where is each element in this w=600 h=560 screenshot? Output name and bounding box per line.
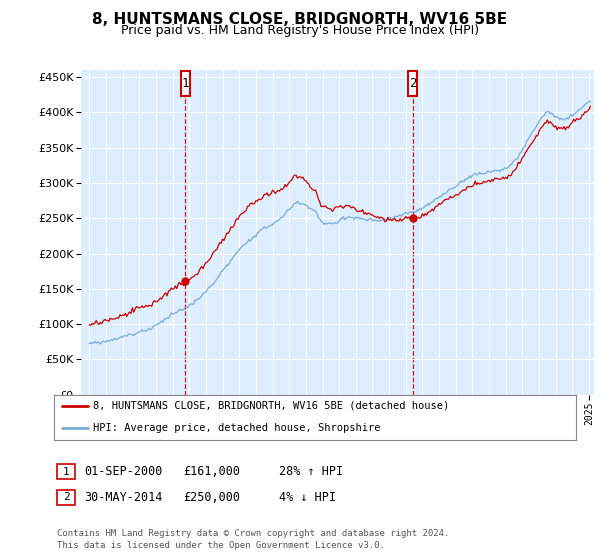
FancyBboxPatch shape <box>408 72 418 96</box>
FancyBboxPatch shape <box>181 72 190 96</box>
Text: 1: 1 <box>181 77 189 90</box>
Text: 4% ↓ HPI: 4% ↓ HPI <box>279 491 336 504</box>
Text: 30-MAY-2014: 30-MAY-2014 <box>84 491 163 504</box>
Text: HPI: Average price, detached house, Shropshire: HPI: Average price, detached house, Shro… <box>93 423 380 433</box>
Text: 8, HUNTSMANS CLOSE, BRIDGNORTH, WV16 5BE (detached house): 8, HUNTSMANS CLOSE, BRIDGNORTH, WV16 5BE… <box>93 401 449 411</box>
Text: 28% ↑ HPI: 28% ↑ HPI <box>279 465 343 478</box>
Text: 8, HUNTSMANS CLOSE, BRIDGNORTH, WV16 5BE: 8, HUNTSMANS CLOSE, BRIDGNORTH, WV16 5BE <box>92 12 508 27</box>
Text: Contains HM Land Registry data © Crown copyright and database right 2024.
This d: Contains HM Land Registry data © Crown c… <box>57 529 449 550</box>
Text: 1: 1 <box>62 466 70 477</box>
Text: 01-SEP-2000: 01-SEP-2000 <box>84 465 163 478</box>
Text: Price paid vs. HM Land Registry's House Price Index (HPI): Price paid vs. HM Land Registry's House … <box>121 24 479 36</box>
Text: £161,000: £161,000 <box>183 465 240 478</box>
Text: £250,000: £250,000 <box>183 491 240 504</box>
Text: 2: 2 <box>62 492 70 502</box>
Text: 2: 2 <box>409 77 416 90</box>
